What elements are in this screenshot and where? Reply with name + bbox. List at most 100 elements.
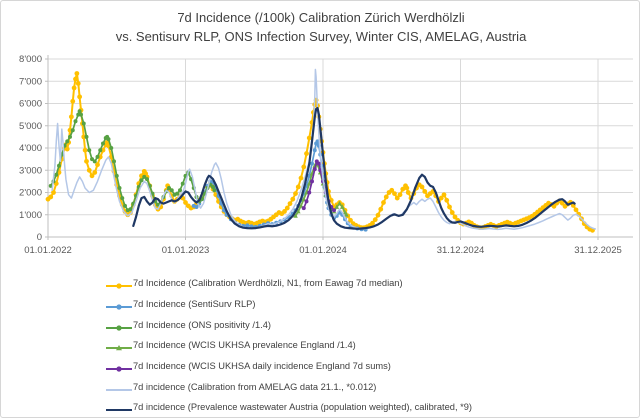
data-point-marker xyxy=(312,148,317,153)
legend-swatch-line-marker-icon xyxy=(106,320,132,331)
legend-swatch-svg xyxy=(106,345,132,351)
chart-title: 7d Incidence (/100k) Calibration Zürich … xyxy=(1,8,639,46)
legend-marker xyxy=(116,345,122,351)
legend-label: 7d Incidence (ONS positivity /1.4) xyxy=(133,319,271,330)
data-point-marker xyxy=(90,157,94,162)
data-point-marker xyxy=(449,210,455,215)
data-point-marker xyxy=(293,191,298,197)
legend-swatch-line-icon xyxy=(106,402,132,412)
data-point-marker xyxy=(178,188,182,193)
data-point-marker xyxy=(194,204,199,209)
data-point-marker xyxy=(65,139,70,144)
data-point-marker xyxy=(438,195,444,201)
data-point-marker xyxy=(298,203,304,208)
plot-area: 0 1'000 2'000 3'000 4'000 5'000 6'000 7'000 8'00… xyxy=(19,54,633,256)
data-point-marker xyxy=(75,81,81,86)
data-point-marker xyxy=(106,137,111,142)
data-point-marker xyxy=(180,181,185,186)
data-point-marker xyxy=(422,188,428,194)
data-point-marker xyxy=(295,184,301,190)
data-point-marker xyxy=(447,204,452,210)
data-point-marker xyxy=(310,161,314,166)
data-point-marker xyxy=(92,159,97,164)
data-point-marker xyxy=(310,179,314,184)
data-point-marker xyxy=(54,172,59,177)
data-point-marker xyxy=(211,184,215,189)
data-point-marker xyxy=(551,203,557,209)
y-tick-label: 0 xyxy=(37,232,42,243)
data-point-marker xyxy=(400,186,406,192)
data-point-marker xyxy=(307,190,312,195)
data-point-marker xyxy=(316,161,321,166)
data-point-marker xyxy=(444,197,450,203)
data-point-marker xyxy=(441,192,447,198)
data-point-marker xyxy=(48,194,54,200)
data-point-marker xyxy=(87,148,92,153)
data-point-marker xyxy=(573,207,579,213)
legend-item-wcis-prevalence: 7d Incidence (WCIS UKHSA prevalence Engl… xyxy=(106,335,472,356)
data-point-marker xyxy=(293,213,298,218)
data-point-marker xyxy=(77,94,83,100)
data-point-marker xyxy=(306,135,312,141)
data-point-marker xyxy=(290,196,296,202)
data-point-marker xyxy=(397,192,403,198)
data-point-marker xyxy=(383,194,389,200)
y-tick-label: 7'000 xyxy=(19,76,42,87)
x-tick-label: 31.12.2025 xyxy=(574,245,622,256)
data-point-marker xyxy=(337,200,342,206)
data-point-marker xyxy=(389,187,395,193)
data-point-marker xyxy=(86,167,92,173)
data-point-marker xyxy=(70,128,75,133)
data-point-marker xyxy=(117,186,122,191)
data-point-marker xyxy=(287,201,293,207)
data-point-marker xyxy=(101,141,105,146)
data-point-marker xyxy=(57,163,61,168)
data-point-marker xyxy=(315,139,320,144)
data-point-marker xyxy=(452,214,458,220)
legend: 7d Incidence (Calibration Werdhölzli, N1… xyxy=(106,273,472,417)
data-point-marker xyxy=(89,173,95,179)
series-line-1 xyxy=(192,140,367,231)
legend-item-amelag: 7d incidence (Calibration from AMELAG da… xyxy=(106,376,472,397)
y-tick-label: 2'000 xyxy=(19,188,42,199)
data-point-marker xyxy=(92,170,98,175)
data-point-marker xyxy=(142,174,147,179)
legend-swatch-line-marker-icon xyxy=(106,340,132,351)
legend-swatch-svg xyxy=(106,304,132,310)
data-point-marker xyxy=(419,184,425,190)
data-point-marker xyxy=(76,112,81,117)
data-point-marker xyxy=(334,204,340,209)
data-point-marker xyxy=(71,85,77,91)
legend-label: 7d Incidence (WCIS UKHSA prevalence Engl… xyxy=(133,340,356,351)
legend-marker xyxy=(116,304,122,310)
legend-marker xyxy=(116,325,122,331)
series-line-5 xyxy=(51,68,597,231)
data-point-marker xyxy=(64,146,70,152)
legend-swatch-line-marker-icon xyxy=(106,299,132,310)
data-point-marker xyxy=(394,195,400,201)
y-tick-label: 4'000 xyxy=(19,143,42,154)
y-tick-label: 6'000 xyxy=(19,99,42,110)
data-point-marker xyxy=(378,206,384,212)
data-point-marker xyxy=(348,217,353,223)
x-tick-label: 01.01.2024 xyxy=(299,245,347,256)
data-point-marker xyxy=(70,98,76,104)
legend-marker xyxy=(116,366,122,372)
data-point-marker xyxy=(112,159,116,164)
legend-swatch-svg xyxy=(106,388,132,391)
x-tick-label: 01.01.2023 xyxy=(162,245,210,256)
data-point-marker xyxy=(559,200,565,206)
data-point-marker xyxy=(301,206,306,211)
data-point-marker xyxy=(74,71,80,76)
data-point-marker xyxy=(304,151,309,156)
data-point-marker xyxy=(304,199,309,204)
legend-label: 7d Incidence (SentiSurv RLP) xyxy=(133,299,256,310)
data-point-marker xyxy=(68,134,72,139)
data-point-marker xyxy=(175,191,180,196)
legend-swatch-line-marker-icon xyxy=(106,361,132,372)
legend-item-werdhoelzli: 7d Incidence (Calibration Werdhölzli, N1… xyxy=(106,273,472,294)
data-point-marker xyxy=(344,212,349,217)
data-point-marker xyxy=(370,220,375,226)
data-point-marker xyxy=(84,158,89,164)
